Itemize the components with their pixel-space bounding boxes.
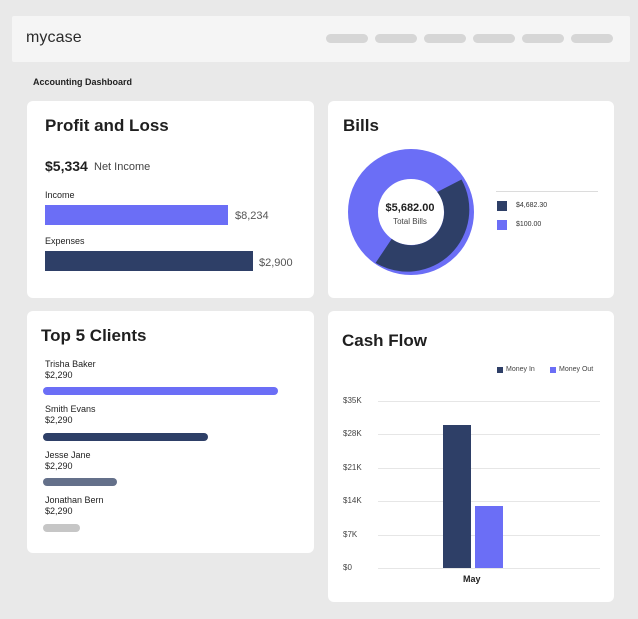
expenses-value: $2,900 bbox=[259, 257, 293, 269]
profit-loss-card: Profit and Loss $5,334 Net Income Income… bbox=[27, 101, 314, 298]
profit-loss-title: Profit and Loss bbox=[45, 116, 169, 135]
client-amount: $2,290 bbox=[45, 415, 73, 425]
client-bar bbox=[43, 478, 117, 486]
nav-item-3[interactable] bbox=[424, 34, 466, 43]
legend-swatch-money-in bbox=[497, 367, 503, 373]
legend-divider bbox=[496, 191, 598, 192]
top-bar: mycase bbox=[12, 16, 630, 62]
client-bar bbox=[43, 433, 208, 441]
nav-item-2[interactable] bbox=[375, 34, 417, 43]
legend-label-secondary: $100.00 bbox=[516, 221, 542, 228]
y-tick-label: $0 bbox=[343, 563, 352, 572]
legend-label-primary: $4,682.30 bbox=[516, 202, 548, 209]
cash-flow-title: Cash Flow bbox=[342, 331, 428, 350]
bills-donut-chart bbox=[348, 149, 474, 275]
x-category-label: May bbox=[463, 574, 481, 584]
bills-total-label: Total Bills bbox=[393, 217, 427, 226]
client-name[interactable]: Jesse Jane bbox=[45, 450, 91, 460]
client-name[interactable]: Smith Evans bbox=[45, 404, 96, 414]
legend-swatch-money-out bbox=[550, 367, 556, 373]
client-bar bbox=[43, 387, 278, 395]
legend-label-money-in: Money In bbox=[506, 366, 535, 373]
grid-line bbox=[378, 434, 600, 435]
client-amount: $2,290 bbox=[45, 461, 73, 471]
grid-line bbox=[378, 468, 600, 469]
client-name[interactable]: Trisha Baker bbox=[45, 359, 96, 369]
nav-item-1[interactable] bbox=[326, 34, 368, 43]
client-name[interactable]: Jonathan Bern bbox=[45, 495, 104, 505]
page-title: Accounting Dashboard bbox=[33, 77, 133, 87]
top-clients-card: Top 5 Clients Trisha Baker $2,290 Smith … bbox=[27, 311, 314, 553]
bills-title: Bills bbox=[343, 116, 379, 135]
bar-money-in[interactable] bbox=[443, 425, 471, 568]
income-bar bbox=[45, 205, 228, 225]
y-tick-label: $7K bbox=[343, 530, 358, 539]
expenses-label: Expenses bbox=[45, 236, 85, 246]
y-tick-label: $14K bbox=[343, 496, 362, 505]
nav-item-6[interactable] bbox=[571, 34, 613, 43]
expenses-bar bbox=[45, 251, 253, 271]
y-tick-label: $28K bbox=[343, 429, 362, 438]
legend-label-money-out: Money Out bbox=[559, 366, 594, 373]
client-bar bbox=[43, 524, 80, 532]
app-logo[interactable]: mycase bbox=[26, 29, 82, 46]
net-income-value: $5,334 bbox=[45, 158, 88, 174]
income-label: Income bbox=[45, 190, 75, 200]
bar-money-out[interactable] bbox=[475, 506, 503, 568]
donut-segment-primary bbox=[375, 179, 470, 272]
grid-line bbox=[378, 568, 600, 569]
nav-item-5[interactable] bbox=[522, 34, 564, 43]
bills-total-value: $5,682.00 bbox=[385, 202, 435, 214]
nav-item-4[interactable] bbox=[473, 34, 515, 43]
income-value: $8,234 bbox=[235, 210, 269, 222]
grid-line bbox=[378, 501, 600, 502]
cash-flow-chart: $0 $7K $14K $21K $28K $35K May bbox=[328, 311, 614, 602]
y-tick-label: $35K bbox=[343, 396, 362, 405]
client-amount: $2,290 bbox=[45, 370, 73, 380]
legend-swatch-secondary bbox=[497, 220, 507, 230]
y-tick-label: $21K bbox=[343, 463, 362, 472]
bills-card: Bills $5,682.00 Total Bills $4,682.30 $1… bbox=[328, 101, 614, 298]
legend-swatch-primary bbox=[497, 201, 507, 211]
net-income-label: Net Income bbox=[94, 161, 151, 173]
grid-line bbox=[378, 401, 600, 402]
top-clients-title: Top 5 Clients bbox=[41, 326, 147, 345]
cash-flow-card: Cash Flow Money In Money Out $0 $7K $14K $2… bbox=[328, 311, 614, 602]
client-amount: $2,290 bbox=[45, 506, 73, 516]
